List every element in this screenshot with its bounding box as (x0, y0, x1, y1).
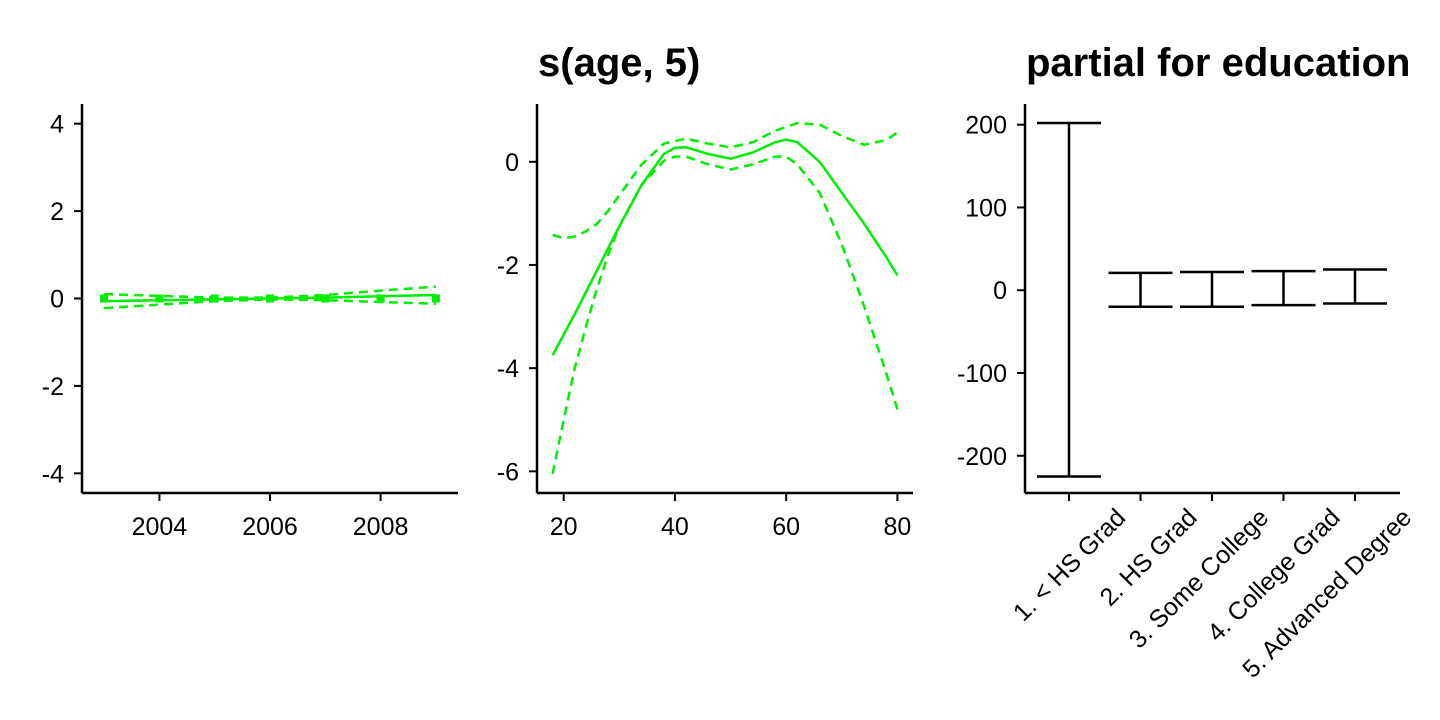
data-marker (376, 294, 385, 303)
panel-year: 4 2 0 -2 -4 2004 2006 2008 (42, 104, 458, 541)
y-tick-label: -2 (42, 373, 64, 401)
y-tick-label: 4 (50, 111, 64, 139)
panel-title: s(age, 5) (538, 41, 700, 85)
y-tick-label: -4 (497, 355, 519, 383)
data-marker (431, 294, 440, 303)
y-tick-label: -2 (497, 252, 519, 280)
x-tick-label: 60 (772, 513, 800, 541)
x-tick-label: 40 (661, 513, 689, 541)
confidence-band-line (551, 155, 899, 475)
data-marker (155, 294, 164, 303)
panel-title: partial for education (1026, 41, 1411, 85)
data-marker (100, 294, 109, 303)
x-tick-label: 2004 (132, 513, 188, 541)
confidence-band-line (552, 121, 899, 240)
y-tick-label: -200 (957, 443, 1007, 471)
y-tick-label: -6 (497, 458, 519, 486)
data-marker (266, 294, 274, 303)
x-tick-label: 2006 (242, 513, 298, 541)
data-marker (321, 294, 330, 303)
y-tick-label: 200 (965, 112, 1007, 140)
fit-line (551, 138, 899, 356)
y-tick-label: 0 (50, 286, 64, 314)
x-tick-label: 20 (550, 513, 578, 541)
y-tick-label: 0 (993, 277, 1007, 305)
panel-education: partial for education 2001000-100-2001. … (957, 41, 1417, 683)
y-tick-label: -4 (42, 460, 64, 488)
x-tick-label: 80 (884, 513, 912, 541)
y-tick-label: 0 (505, 149, 519, 177)
x-tick-label: 2008 (353, 513, 409, 541)
y-tick-label: 2 (50, 198, 64, 226)
panel-age: s(age, 5) 0 -2 -4 -6 20 40 60 80 (497, 41, 913, 541)
data-marker (210, 294, 219, 303)
x-tick-label: 4. College Grad (1202, 503, 1346, 647)
y-tick-label: -100 (957, 360, 1007, 388)
y-tick-label: 100 (965, 194, 1007, 222)
